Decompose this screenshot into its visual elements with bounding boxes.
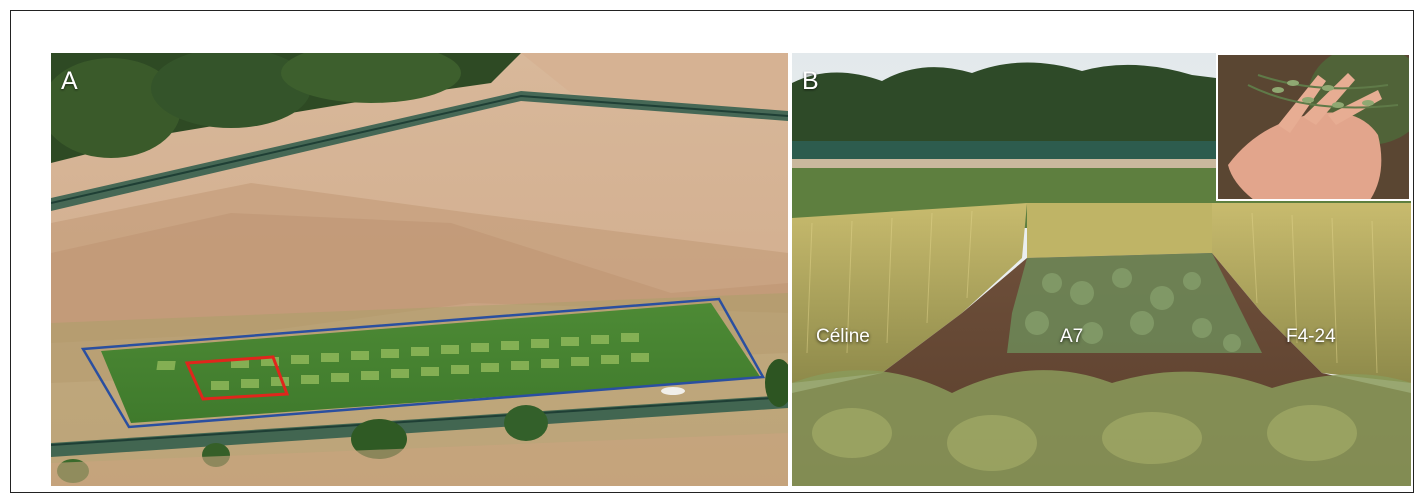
plot-label-f4-24: F4-24 (1286, 326, 1336, 347)
plot-label-a7: A7 (1060, 326, 1084, 347)
plot-label-celine: Céline (816, 326, 870, 347)
figure-frame: A (10, 10, 1414, 493)
panel-a-letter: A (61, 67, 78, 95)
inset-hand-image (1218, 55, 1409, 199)
aerial-field-image (51, 53, 788, 486)
panel-b-ground-photo: B Céline A7 F4-24 (792, 53, 1411, 486)
panel-b-letter: B (802, 67, 819, 95)
panel-a-aerial-photo: A (51, 53, 788, 486)
inset-hand-photo (1216, 53, 1411, 201)
